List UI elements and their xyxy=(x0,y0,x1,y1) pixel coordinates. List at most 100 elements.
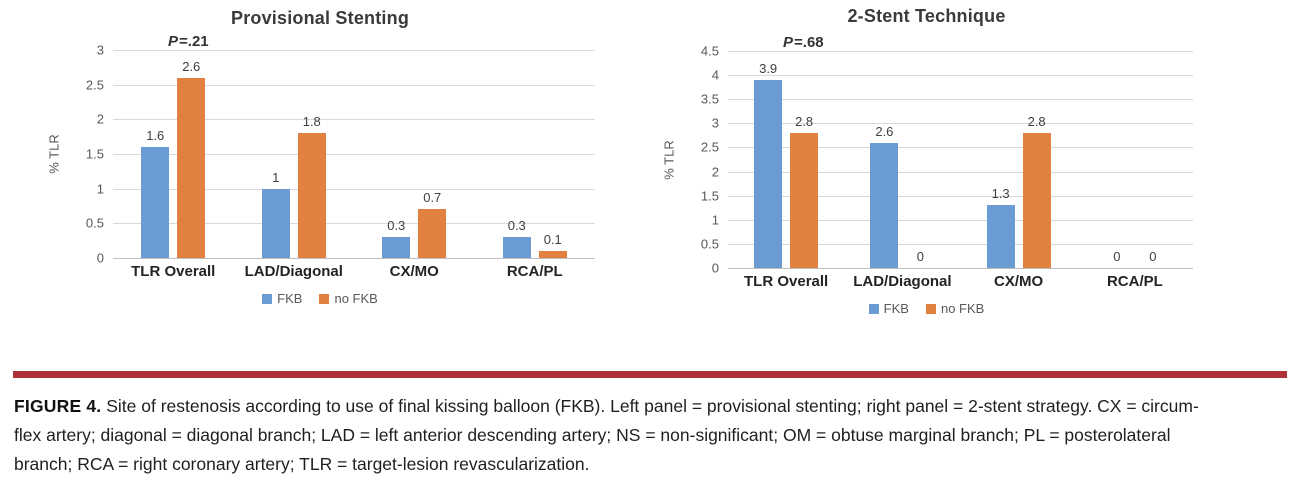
value-label: 2.6 xyxy=(182,59,201,74)
y-axis-tick-label: 2.5 xyxy=(85,77,104,93)
value-label: 1.6 xyxy=(146,128,165,143)
value-label: 1.8 xyxy=(302,114,321,129)
value-label: 0.3 xyxy=(507,218,526,233)
legend-swatch-icon xyxy=(868,303,879,314)
bar-no-fkb xyxy=(538,251,567,258)
caption-text-1: Site of restenosis according to use of f… xyxy=(106,396,1199,416)
value-label: 0.7 xyxy=(423,190,442,205)
value-label: 0.3 xyxy=(387,218,406,233)
gridline xyxy=(728,243,1193,245)
gridline xyxy=(728,147,1193,149)
category-label: CX/MO xyxy=(389,263,439,280)
value-label: 0 xyxy=(1113,249,1121,264)
legend-swatch-icon xyxy=(925,303,936,314)
bar-fkb xyxy=(986,205,1015,268)
legend-swatch-icon xyxy=(319,293,330,304)
gridline xyxy=(113,50,595,51)
y-axis-tick-label: 1.5 xyxy=(700,188,719,204)
bar-no-fkb xyxy=(297,133,326,258)
p-value-annotation: P=.21 xyxy=(161,33,216,50)
category-label: LAD/Diagonal xyxy=(244,263,343,280)
gridline xyxy=(113,119,595,121)
value-label: 1.3 xyxy=(991,186,1010,201)
figure-label: FIGURE 4. xyxy=(14,396,102,416)
bar-fkb xyxy=(261,189,290,258)
legend-item-fkb: FKB xyxy=(868,301,909,316)
plot-area: P=.68 3.9 2.8 2.6 0 1.3 2.8 0 0 xyxy=(728,34,1193,269)
y-axis-tick-label: 2.5 xyxy=(700,139,719,155)
value-label: 2.8 xyxy=(795,114,814,129)
y-axis-tick-label: 0.5 xyxy=(85,215,104,231)
p-value-annotation: P=.68 xyxy=(776,34,831,51)
chart-provisional-stenting: Provisional Stenting % TLR 0 0.5 1 1.5 2 2.5 3 P=… xyxy=(45,6,595,306)
bar-no-fkb xyxy=(418,209,447,258)
value-label: 2.8 xyxy=(1027,114,1046,129)
bar-fkb xyxy=(870,143,899,268)
y-axis-tick-label: 0 xyxy=(96,250,104,266)
category-label: CX/MO xyxy=(994,273,1044,290)
bar-fkb xyxy=(754,80,783,268)
value-label: 0.1 xyxy=(543,232,562,247)
figure-caption-block: FIGURE 4. Site of restenosis according t… xyxy=(0,371,1300,479)
y-axis-tick-label: 3 xyxy=(96,42,104,58)
category-label: LAD/Diagonal xyxy=(853,273,952,290)
y-axis-tick-label: 3.5 xyxy=(700,91,719,107)
legend-label: no FKB xyxy=(940,301,985,316)
bar-fkb xyxy=(141,147,170,258)
legend-label: FKB xyxy=(883,301,909,316)
gridline xyxy=(728,123,1193,125)
gridline xyxy=(728,195,1193,197)
x-axis-line xyxy=(113,258,595,259)
gridline xyxy=(113,223,595,225)
y-axis-tick-label: 1 xyxy=(711,212,719,228)
chart-2-stent-technique: 2-Stent Technique % TLR 0 0.5 1 1.5 2 2.5 3 3.5 4 4… xyxy=(660,4,1193,316)
value-label: 0 xyxy=(1149,249,1157,264)
y-axis-tick-label: 0 xyxy=(711,260,719,276)
value-label: 0 xyxy=(916,249,924,264)
value-label: 2.6 xyxy=(875,124,894,139)
legend: FKB no FKB xyxy=(660,301,1193,316)
value-label: 3.9 xyxy=(759,61,778,76)
legend-label: FKB xyxy=(277,291,303,306)
y-axis-tick-label: 4.5 xyxy=(700,43,719,59)
bar-no-fkb xyxy=(790,133,819,268)
legend-swatch-icon xyxy=(262,293,273,304)
legend-label: no FKB xyxy=(334,291,378,306)
y-axis-tick-label: 1 xyxy=(96,181,104,197)
x-axis-line xyxy=(728,268,1193,269)
caption-divider-rule xyxy=(13,371,1287,378)
figure-caption: FIGURE 4. Site of restenosis according t… xyxy=(14,392,1286,479)
gridline xyxy=(728,99,1193,101)
category-label: RCA/PL xyxy=(1106,273,1163,290)
bar-no-fkb xyxy=(1022,133,1051,268)
legend: FKB no FKB xyxy=(45,291,595,306)
chart-title: Provisional Stenting xyxy=(230,8,410,28)
chart-title: 2-Stent Technique xyxy=(847,6,1006,26)
y-axis-title: % TLR xyxy=(46,134,62,174)
plot-area: P=.21 1.6 2.6 1 1.8 0.3 0.7 0.3 0.1 xyxy=(113,33,595,259)
gridline xyxy=(113,188,595,190)
category-label: TLR Overall xyxy=(744,273,829,290)
y-axis-tick-label: 3 xyxy=(711,115,719,131)
value-label: 1 xyxy=(272,170,280,185)
bar-fkb xyxy=(382,237,411,258)
gridline xyxy=(113,154,595,155)
caption-line-2: flex artery; diagonal = diagonal branch;… xyxy=(14,425,1171,445)
gridline xyxy=(728,219,1193,221)
y-axis-title: % TLR xyxy=(661,139,677,180)
gridline xyxy=(728,75,1193,77)
legend-item-no-fkb: no FKB xyxy=(925,301,985,316)
bar-fkb xyxy=(502,237,531,258)
gridline xyxy=(728,171,1193,173)
caption-line-3: branch; RCA = right coronary artery; TLR… xyxy=(14,454,590,474)
category-label: TLR Overall xyxy=(131,263,216,280)
caption-line-1: FIGURE 4. Site of restenosis according t… xyxy=(14,396,1199,416)
legend-item-no-fkb: no FKB xyxy=(319,291,378,306)
y-axis-tick-label: 2 xyxy=(711,164,719,180)
gridline xyxy=(728,51,1193,52)
category-label: RCA/PL xyxy=(506,263,563,280)
legend-item-fkb: FKB xyxy=(262,291,302,306)
y-axis-tick-label: 1.5 xyxy=(85,146,104,162)
gridline xyxy=(113,84,595,86)
